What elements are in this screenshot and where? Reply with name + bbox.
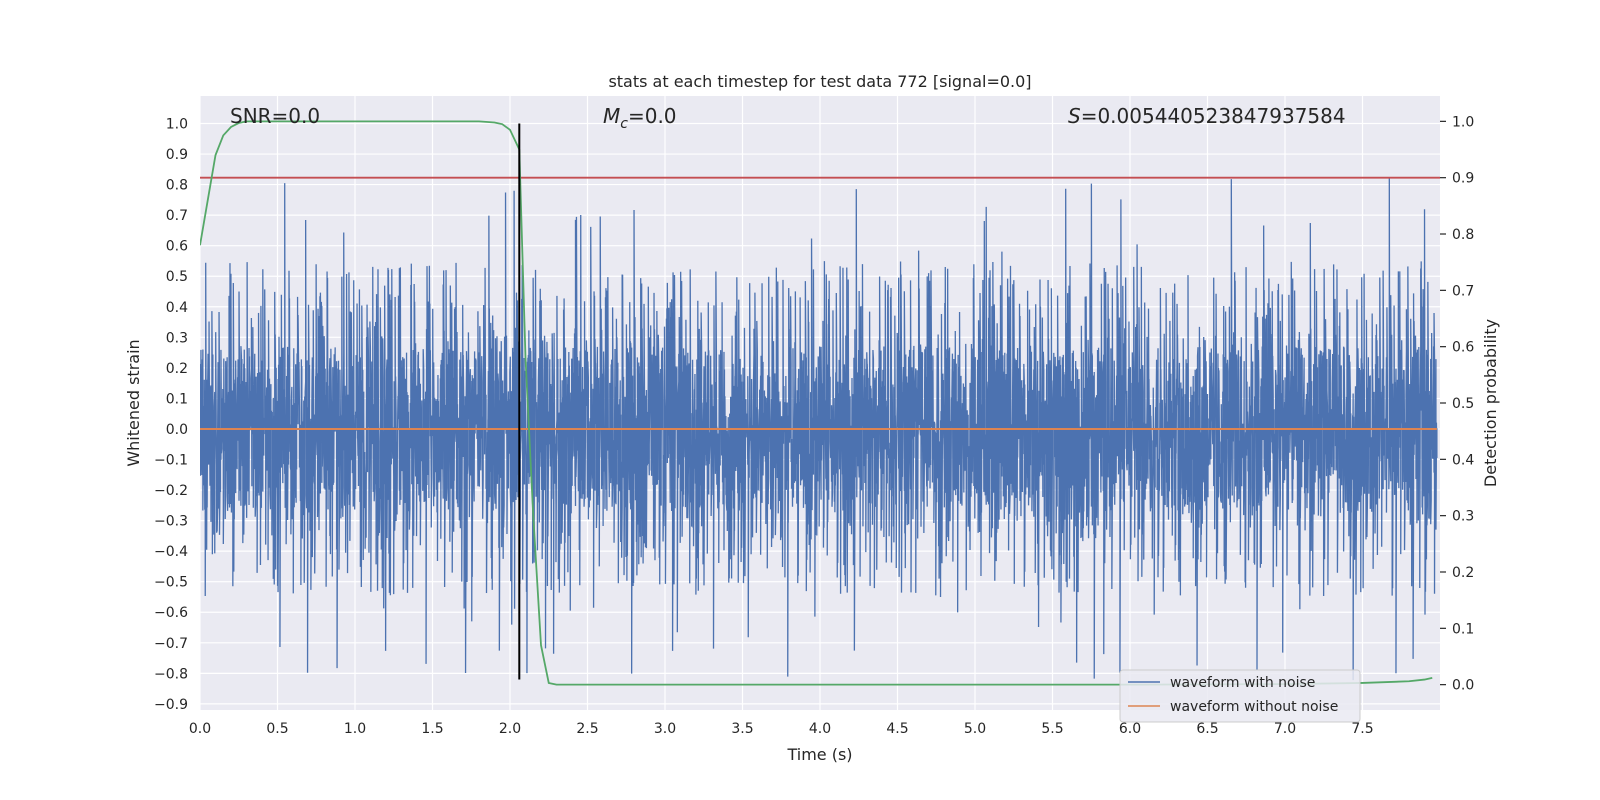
y-tick-label: −0.2 xyxy=(154,483,188,499)
y-tick-label: −0.8 xyxy=(154,666,188,682)
x-tick-label: 4.0 xyxy=(809,721,831,737)
y-axis-left: 1.0 0.9 0.8 0.7 0.6 0.5 0.4 0.3 0.2 0.1 0.0 −0.1 −0.… xyxy=(154,116,188,712)
y2-tick-label: 0.9 xyxy=(1452,171,1474,187)
snr-annotation: SNR=0.0 xyxy=(230,104,320,128)
s-annotation: S=0.005440523847937584 xyxy=(1068,104,1346,128)
chirp-mass-annotation: Mc=0.0 xyxy=(603,104,677,132)
y-tick-label: 0.7 xyxy=(166,208,188,224)
legend-label-with-noise: waveform with noise xyxy=(1170,675,1315,691)
y-tick-label: 0.4 xyxy=(166,300,188,316)
y-tick-label: 0.6 xyxy=(166,239,188,255)
x-tick-label: 0.5 xyxy=(266,721,288,737)
x-axis-label: Time (s) xyxy=(786,745,852,764)
y-tick-label: −0.4 xyxy=(154,544,188,560)
x-tick-label: 3.5 xyxy=(731,721,753,737)
x-tick-label: 3.0 xyxy=(654,721,676,737)
y-tick-label: −0.7 xyxy=(154,636,188,652)
y-tick-label: −0.9 xyxy=(154,697,188,713)
y2-tick-label: 0.2 xyxy=(1452,565,1474,581)
x-tick-label: 7.5 xyxy=(1351,721,1373,737)
x-tick-label: 5.0 xyxy=(964,721,986,737)
y-tick-label: −0.1 xyxy=(154,453,188,469)
y-tick-label: 0.9 xyxy=(166,147,188,163)
x-tick-label: 6.0 xyxy=(1119,721,1141,737)
legend-label-without-noise: waveform without noise xyxy=(1170,699,1338,715)
y-tick-label: 0.5 xyxy=(166,269,188,285)
y-tick-label: −0.3 xyxy=(154,514,188,530)
y-tick-label: 0.1 xyxy=(166,391,188,407)
y-tick-label: 0.2 xyxy=(166,361,188,377)
y-axis-label: Whitened strain xyxy=(124,339,143,466)
y2-tick-label: 0.4 xyxy=(1452,452,1474,468)
x-tick-label: 7.0 xyxy=(1274,721,1296,737)
x-tick-label: 2.0 xyxy=(499,721,521,737)
x-tick-label: 1.5 xyxy=(421,721,443,737)
x-tick-label: 2.5 xyxy=(576,721,598,737)
y-tick-label: 1.0 xyxy=(166,116,188,132)
y2-tick-label: 0.3 xyxy=(1452,509,1474,525)
x-tick-label: 5.5 xyxy=(1041,721,1063,737)
x-tick-label: 0.0 xyxy=(189,721,211,737)
y2-tick-label: 1.0 xyxy=(1452,114,1474,130)
y2-tick-label: 0.0 xyxy=(1452,678,1474,694)
y-tick-label: −0.6 xyxy=(154,605,188,621)
y-tick-label: 0.3 xyxy=(166,330,188,346)
y-tick-label: 0.8 xyxy=(166,178,188,194)
y2-tick-label: 0.8 xyxy=(1452,227,1474,243)
y2-tick-label: 0.7 xyxy=(1452,283,1474,299)
x-tick-label: 6.5 xyxy=(1196,721,1218,737)
x-tick-label: 4.5 xyxy=(886,721,908,737)
x-axis: 0.0 0.5 1.0 1.5 2.0 2.5 3.0 3.5 4.0 4.5 5.0 5.5 6.0 6… xyxy=(189,721,1374,737)
y2-tick-label: 0.1 xyxy=(1452,621,1474,637)
legend-box xyxy=(1119,669,1361,723)
x-tick-label: 1.0 xyxy=(344,721,366,737)
y-axis-right: 1.0 0.9 0.8 0.7 0.6 0.5 0.4 0.3 0.2 0.1 0.0 xyxy=(1440,114,1474,694)
chart-title: stats at each timestep for test data 772… xyxy=(608,72,1031,91)
series-waveform-with-noise xyxy=(200,178,1438,681)
y2-axis-label: Detection probability xyxy=(1481,319,1500,487)
y-tick-label: 0.0 xyxy=(166,422,188,438)
y-tick-label: −0.5 xyxy=(154,575,188,591)
y2-tick-label: 0.6 xyxy=(1452,340,1474,356)
legend: waveform with noise waveform without noi… xyxy=(1119,669,1361,723)
y2-tick-label: 0.5 xyxy=(1452,396,1474,412)
